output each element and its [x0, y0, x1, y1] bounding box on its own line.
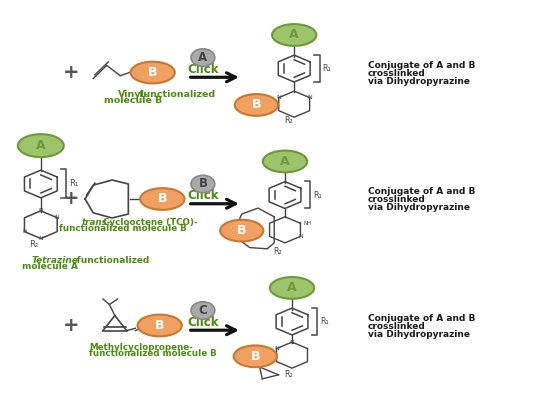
Text: +: + [64, 189, 80, 209]
Text: crosslinked: crosslinked [368, 69, 425, 78]
Text: +: + [64, 63, 80, 82]
Text: N: N [39, 236, 43, 241]
Text: N: N [22, 229, 27, 234]
Text: B: B [198, 178, 207, 191]
Text: Methylcyclopropene-: Methylcyclopropene- [90, 343, 193, 352]
Text: crosslinked: crosslinked [368, 322, 425, 331]
Text: Conjugate of A and B: Conjugate of A and B [368, 187, 475, 196]
Text: N: N [55, 215, 60, 220]
Text: Click: Click [187, 63, 219, 76]
Text: N: N [274, 346, 279, 351]
Text: R₂: R₂ [29, 240, 39, 249]
Text: N: N [307, 95, 312, 100]
Ellipse shape [233, 345, 277, 367]
Text: molecule B: molecule B [104, 96, 162, 105]
Text: R₂: R₂ [274, 247, 282, 256]
Text: B: B [251, 98, 261, 111]
Ellipse shape [235, 94, 278, 116]
Circle shape [191, 49, 215, 66]
Circle shape [191, 175, 215, 193]
Text: trans-: trans- [81, 218, 111, 227]
Text: -functionalized: -functionalized [73, 256, 149, 265]
Text: molecule A: molecule A [22, 262, 78, 271]
Text: +: + [64, 316, 80, 335]
Ellipse shape [272, 24, 317, 46]
Text: B: B [155, 319, 165, 332]
Text: N: N [276, 95, 281, 100]
Ellipse shape [140, 188, 185, 210]
Text: B: B [148, 66, 157, 79]
Text: via Dihydropyrazine: via Dihydropyrazine [368, 330, 470, 339]
Ellipse shape [270, 277, 314, 299]
Text: R₁: R₁ [323, 64, 331, 73]
Text: B: B [237, 224, 247, 237]
Text: A: A [289, 29, 299, 41]
Ellipse shape [18, 134, 64, 157]
Text: functionalized molecule B: functionalized molecule B [59, 224, 187, 233]
Text: N: N [39, 209, 43, 213]
Text: via Dihydropyrazine: via Dihydropyrazine [368, 77, 470, 86]
Ellipse shape [263, 150, 307, 172]
Text: NH: NH [303, 221, 311, 226]
Ellipse shape [137, 314, 182, 336]
Text: A: A [280, 155, 290, 168]
Text: Conjugate of A and B: Conjugate of A and B [368, 314, 475, 323]
Text: C: C [199, 304, 207, 317]
Text: R₂: R₂ [285, 116, 293, 125]
Text: A: A [36, 139, 46, 152]
Circle shape [191, 302, 215, 319]
Text: B: B [157, 193, 167, 205]
Text: R₁: R₁ [313, 191, 322, 199]
Text: Conjugate of A and B: Conjugate of A and B [368, 61, 475, 70]
Text: N: N [298, 234, 303, 239]
Text: functionalized molecule B: functionalized molecule B [90, 349, 217, 358]
Text: via Dihydropyrazine: via Dihydropyrazine [368, 203, 470, 212]
Text: A: A [287, 281, 297, 295]
Ellipse shape [220, 220, 263, 242]
Text: Cyclooctene (TCO)-: Cyclooctene (TCO)- [103, 218, 198, 227]
Text: Click: Click [187, 316, 219, 329]
Text: R₁: R₁ [70, 179, 79, 189]
Text: R₁: R₁ [320, 317, 329, 326]
Text: functionalized: functionalized [136, 90, 216, 99]
Text: Vinyl-: Vinyl- [117, 90, 148, 99]
Text: N: N [289, 339, 294, 345]
Text: A: A [198, 51, 207, 64]
Text: R₂: R₂ [285, 371, 293, 379]
Text: Click: Click [187, 189, 219, 202]
Ellipse shape [130, 62, 175, 84]
Text: Tetrazine: Tetrazine [31, 256, 78, 265]
Text: B: B [250, 350, 260, 363]
Text: crosslinked: crosslinked [368, 195, 425, 204]
